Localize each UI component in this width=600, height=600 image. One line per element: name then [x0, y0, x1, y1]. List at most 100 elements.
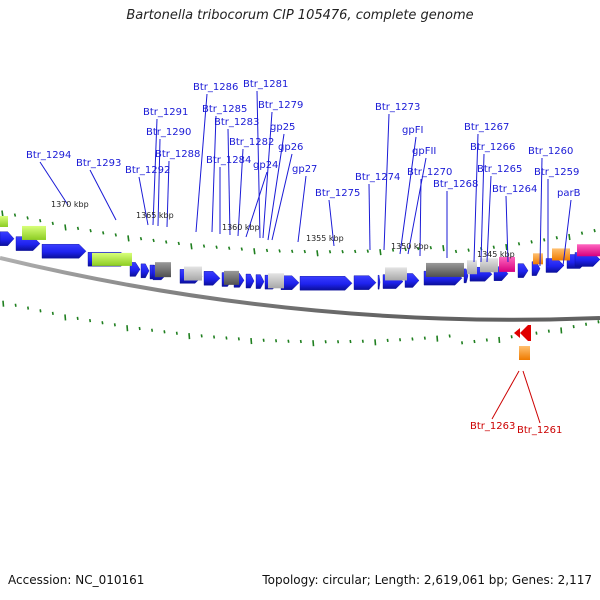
gene-label-gp26[interactable]: gp26 [278, 142, 303, 153]
gene-label-btr_1293[interactable]: Btr_1293 [76, 158, 121, 169]
gene-label-btr_1281[interactable]: Btr_1281 [243, 79, 288, 90]
gene-label-btr_1273[interactable]: Btr_1273 [375, 102, 420, 113]
reverse-gene-arrow [514, 328, 520, 338]
gene-label-btr_1285[interactable]: Btr_1285 [202, 104, 247, 115]
forward-gene-arrow [517, 263, 529, 278]
gene-label-btr_1294[interactable]: Btr_1294 [26, 150, 71, 161]
outer-tick [379, 249, 382, 256]
gene-label-btr_1283[interactable]: Btr_1283 [214, 117, 259, 128]
pink-feature [577, 244, 600, 257]
gene-label-btr_1290[interactable]: Btr_1290 [146, 127, 191, 138]
gene-label-btr_1274[interactable]: Btr_1274 [355, 172, 400, 183]
outer-tick [152, 238, 155, 243]
inner-tick [163, 330, 166, 334]
gene-label-btr_1263[interactable]: Btr_1263 [470, 421, 515, 432]
gene-label-btr_1291[interactable]: Btr_1291 [143, 107, 188, 118]
outer-tick [215, 245, 218, 249]
outer-tick [102, 231, 105, 235]
outer-tick [265, 248, 269, 253]
gene-label-btr_1270[interactable]: Btr_1270 [407, 167, 452, 178]
label-leader-line [267, 133, 285, 241]
gene-label-btr_1288[interactable]: Btr_1288 [155, 149, 200, 160]
inner-tick [411, 337, 414, 341]
scale-label-kbp-1365: 1365 kbp [136, 211, 174, 220]
outer-tick [543, 238, 546, 242]
scale-labels: 1370 kbp 1365 kbp 1360 kbp 1355 kbp 1350 kbp… [51, 200, 515, 259]
genome-backbone [0, 256, 600, 322]
gene-label-gp27[interactable]: gp27 [292, 164, 317, 175]
gene-label-btr_1264[interactable]: Btr_1264 [492, 184, 537, 195]
inner-tick [374, 339, 377, 346]
gene-features [0, 215, 600, 360]
gene-label-btr_1292[interactable]: Btr_1292 [125, 165, 170, 176]
outer-tick [76, 226, 80, 231]
forward-gene-arrow [353, 275, 377, 290]
light-gray-feature [467, 260, 477, 275]
gene-label-btr_1261[interactable]: Btr_1261 [517, 425, 562, 436]
gene-label-btr_1265[interactable]: Btr_1265 [477, 164, 522, 175]
inner-tick [250, 338, 253, 345]
gene-label-btr_1266[interactable]: Btr_1266 [470, 142, 515, 153]
gene-label-gpfi[interactable]: gpFI [402, 125, 423, 136]
inner-tick [560, 327, 563, 334]
outer-tick [1, 210, 4, 217]
inner-tick [51, 311, 54, 316]
scale-label-kbp-1350: 1350 kbp [391, 242, 429, 251]
inner-tick [113, 323, 116, 327]
forward-gene-arrow [545, 258, 565, 273]
inner-tick [473, 339, 476, 344]
label-leader-line [245, 171, 268, 238]
inner-tick [510, 335, 513, 339]
gene-label-btr_1284[interactable]: Btr_1284 [206, 155, 251, 166]
inner-tick [312, 340, 315, 347]
gene-label-btr_1282[interactable]: Btr_1282 [229, 137, 274, 148]
gene-label-gp24[interactable]: gp24 [253, 160, 278, 171]
gene-label-btr_1267[interactable]: Btr_1267 [464, 122, 509, 133]
forward-gene-arrow [0, 231, 15, 246]
label-leader-line [399, 136, 417, 255]
label-leader-line [480, 153, 485, 263]
gene-label-btr_1286[interactable]: Btr_1286 [193, 82, 238, 93]
label-leader-line [166, 160, 170, 228]
inner-tick [337, 340, 340, 344]
gene-label-btr_1275[interactable]: Btr_1275 [315, 188, 360, 199]
outer-tick [580, 231, 584, 235]
light-gray-feature [184, 266, 202, 281]
gene-label-btr_1279[interactable]: Btr_1279 [258, 100, 303, 111]
light-gray-feature [385, 267, 407, 281]
outer-tick [568, 233, 571, 241]
label-leader-line [39, 161, 69, 206]
dark-gray-feature [155, 262, 171, 278]
label-leader-line [522, 370, 541, 424]
inner-tick [39, 309, 42, 313]
inner-tick [64, 314, 67, 321]
outer-tick [127, 235, 130, 242]
gene-label-parb[interactable]: parB [557, 188, 581, 199]
inner-tick [448, 334, 451, 338]
forward-gene-arrow [203, 271, 221, 286]
forward-gene-arrow [245, 273, 255, 289]
inner-tick [498, 336, 501, 344]
gene-label-btr_1268[interactable]: Btr_1268 [433, 179, 478, 190]
label-leader-line [539, 157, 543, 267]
inner-tick [436, 335, 439, 342]
label-leader-line [157, 138, 161, 227]
outer-tick [13, 213, 17, 217]
gene-label-gpfii[interactable]: gpFII [412, 146, 436, 157]
forward-gene-arrow [129, 262, 141, 277]
outer-tick [517, 242, 521, 246]
light-gray-feature [268, 273, 284, 289]
outer-tick [303, 249, 306, 254]
outer-tick [139, 237, 143, 241]
label-leader-line [486, 175, 492, 263]
inner-tick [287, 339, 290, 343]
gene-label-btr_1260[interactable]: Btr_1260 [528, 146, 573, 157]
outer-tick [316, 250, 319, 257]
genome-summary-text: Topology: circular; Length: 2,619,061 bp… [262, 573, 592, 587]
gene-label-gp25[interactable]: gp25 [270, 122, 295, 133]
label-leader-line [89, 169, 117, 221]
gene-label-btr_1259[interactable]: Btr_1259 [534, 167, 579, 178]
pink-feature [499, 256, 515, 272]
inner-tick [225, 336, 228, 340]
